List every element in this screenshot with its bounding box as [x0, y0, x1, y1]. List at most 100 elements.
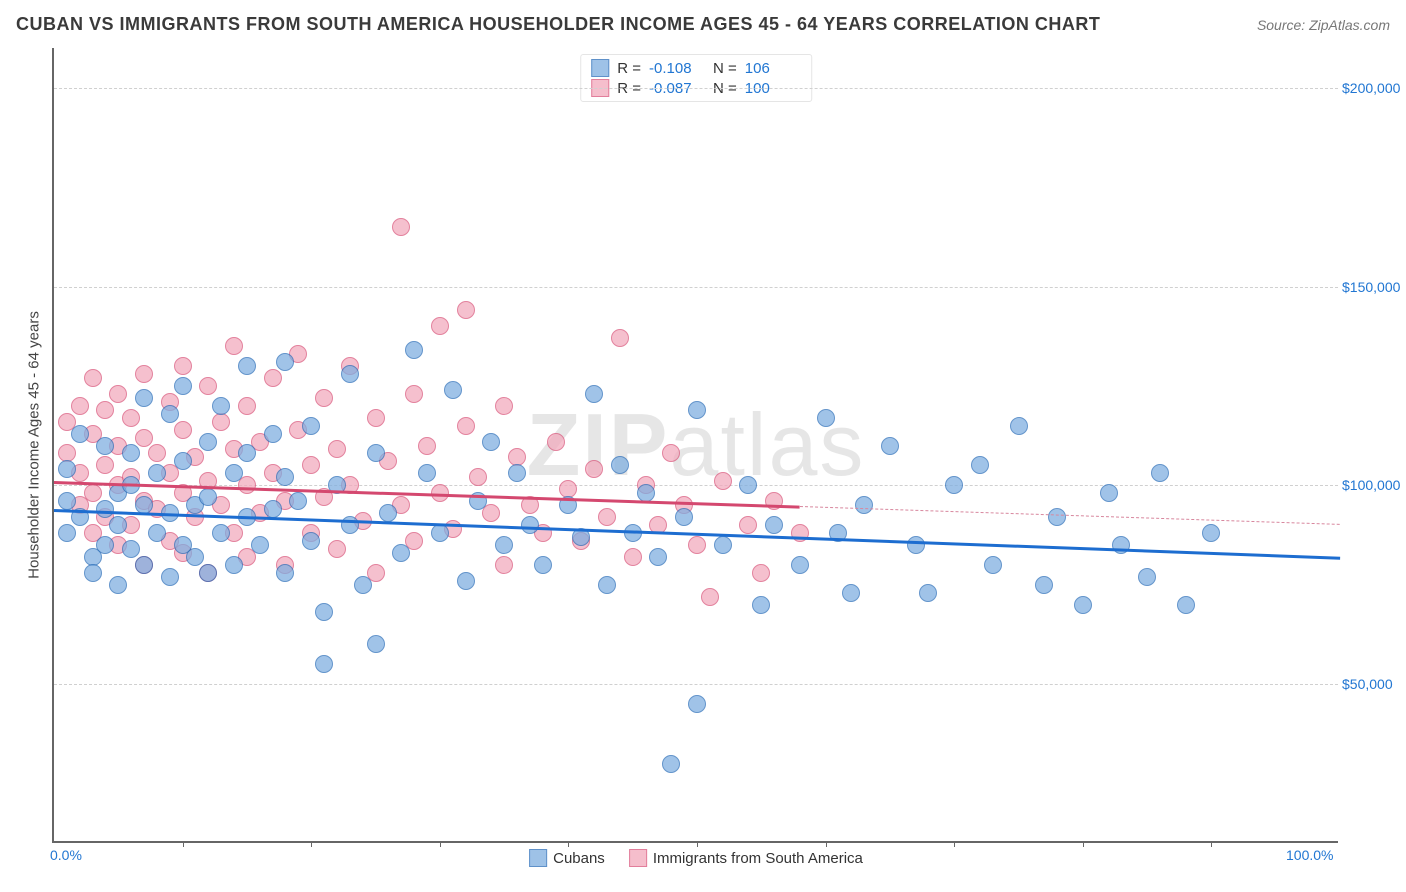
scatter-point-south-america [598, 508, 616, 526]
scatter-point-cubans [945, 476, 963, 494]
scatter-point-cubans [109, 516, 127, 534]
scatter-point-south-america [135, 429, 153, 447]
scatter-point-cubans [276, 468, 294, 486]
x-tick-mark [1083, 841, 1084, 847]
scatter-point-cubans [457, 572, 475, 590]
scatter-point-cubans [276, 564, 294, 582]
legend-item-cubans: Cubans [529, 849, 605, 867]
legend-label-south-america: Immigrants from South America [653, 850, 863, 867]
correlation-legend: R = -0.108 N = 106 R = -0.087 N = 100 [580, 54, 812, 102]
scatter-point-cubans [855, 496, 873, 514]
scatter-point-cubans [611, 456, 629, 474]
scatter-point-cubans [315, 603, 333, 621]
scatter-point-cubans [354, 576, 372, 594]
gridline [54, 684, 1338, 685]
x-tick-mark [1211, 841, 1212, 847]
scatter-point-cubans [662, 755, 680, 773]
scatter-point-cubans [791, 556, 809, 574]
scatter-point-cubans [881, 437, 899, 455]
x-tick-mark [697, 841, 698, 847]
scatter-point-south-america [174, 357, 192, 375]
scatter-point-south-america [148, 444, 166, 462]
scatter-point-cubans [225, 556, 243, 574]
scatter-point-cubans [238, 357, 256, 375]
scatter-point-cubans [1048, 508, 1066, 526]
scatter-point-south-america [418, 437, 436, 455]
chart-title: CUBAN VS IMMIGRANTS FROM SOUTH AMERICA H… [16, 14, 1100, 35]
scatter-point-south-america [109, 385, 127, 403]
scatter-point-cubans [482, 433, 500, 451]
scatter-point-cubans [264, 425, 282, 443]
scatter-point-cubans [264, 500, 282, 518]
scatter-point-south-america [367, 409, 385, 427]
scatter-point-cubans [444, 381, 462, 399]
scatter-point-south-america [328, 440, 346, 458]
scatter-point-south-america [96, 456, 114, 474]
scatter-point-cubans [289, 492, 307, 510]
trend-line [800, 506, 1340, 525]
scatter-point-cubans [418, 464, 436, 482]
scatter-point-cubans [919, 584, 937, 602]
scatter-point-cubans [225, 464, 243, 482]
y-tick-label: $100,000 [1342, 477, 1404, 493]
scatter-point-cubans [251, 536, 269, 554]
scatter-point-cubans [1202, 524, 1220, 542]
y-tick-label: $50,000 [1342, 676, 1404, 692]
scatter-point-cubans [148, 464, 166, 482]
scatter-point-south-america [264, 369, 282, 387]
scatter-point-cubans [174, 452, 192, 470]
scatter-point-south-america [495, 556, 513, 574]
scatter-point-south-america [315, 389, 333, 407]
scatter-point-cubans [714, 536, 732, 554]
scatter-point-cubans [186, 548, 204, 566]
scatter-point-cubans [508, 464, 526, 482]
scatter-point-south-america [71, 397, 89, 415]
scatter-point-cubans [765, 516, 783, 534]
scatter-point-cubans [122, 444, 140, 462]
scatter-point-cubans [315, 655, 333, 673]
scatter-point-south-america [739, 516, 757, 534]
scatter-point-cubans [96, 437, 114, 455]
scatter-point-cubans [148, 524, 166, 542]
scatter-point-cubans [302, 417, 320, 435]
scatter-point-cubans [199, 488, 217, 506]
x-tick-label: 0.0% [50, 847, 82, 863]
scatter-point-south-america [662, 444, 680, 462]
swatch-south-america [629, 849, 647, 867]
scatter-point-south-america [225, 337, 243, 355]
y-axis-label: Householder Income Ages 45 - 64 years [26, 311, 43, 579]
scatter-point-cubans [367, 635, 385, 653]
scatter-point-cubans [161, 568, 179, 586]
plot-area: ZIPatlas Householder Income Ages 45 - 64… [52, 48, 1338, 843]
n-label: N = [713, 60, 737, 77]
scatter-point-south-america [714, 472, 732, 490]
scatter-point-cubans [984, 556, 1002, 574]
scatter-point-cubans [1151, 464, 1169, 482]
scatter-point-cubans [341, 365, 359, 383]
scatter-point-cubans [58, 524, 76, 542]
scatter-point-cubans [534, 556, 552, 574]
scatter-point-cubans [739, 476, 757, 494]
scatter-point-cubans [585, 385, 603, 403]
n-value-cubans: 106 [745, 60, 801, 77]
scatter-point-south-america [392, 218, 410, 236]
series-legend: Cubans Immigrants from South America [529, 849, 863, 867]
gridline [54, 287, 1338, 288]
scatter-point-cubans [675, 508, 693, 526]
scatter-point-cubans [1177, 596, 1195, 614]
scatter-point-south-america [328, 540, 346, 558]
scatter-point-south-america [238, 397, 256, 415]
scatter-point-south-america [585, 460, 603, 478]
scatter-point-south-america [96, 401, 114, 419]
scatter-point-cubans [817, 409, 835, 427]
swatch-cubans [529, 849, 547, 867]
scatter-point-south-america [135, 365, 153, 383]
scatter-point-cubans [212, 524, 230, 542]
scatter-point-cubans [598, 576, 616, 594]
scatter-point-cubans [71, 425, 89, 443]
scatter-point-cubans [907, 536, 925, 554]
scatter-point-cubans [96, 536, 114, 554]
scatter-point-cubans [649, 548, 667, 566]
scatter-point-cubans [84, 564, 102, 582]
scatter-point-south-america [547, 433, 565, 451]
